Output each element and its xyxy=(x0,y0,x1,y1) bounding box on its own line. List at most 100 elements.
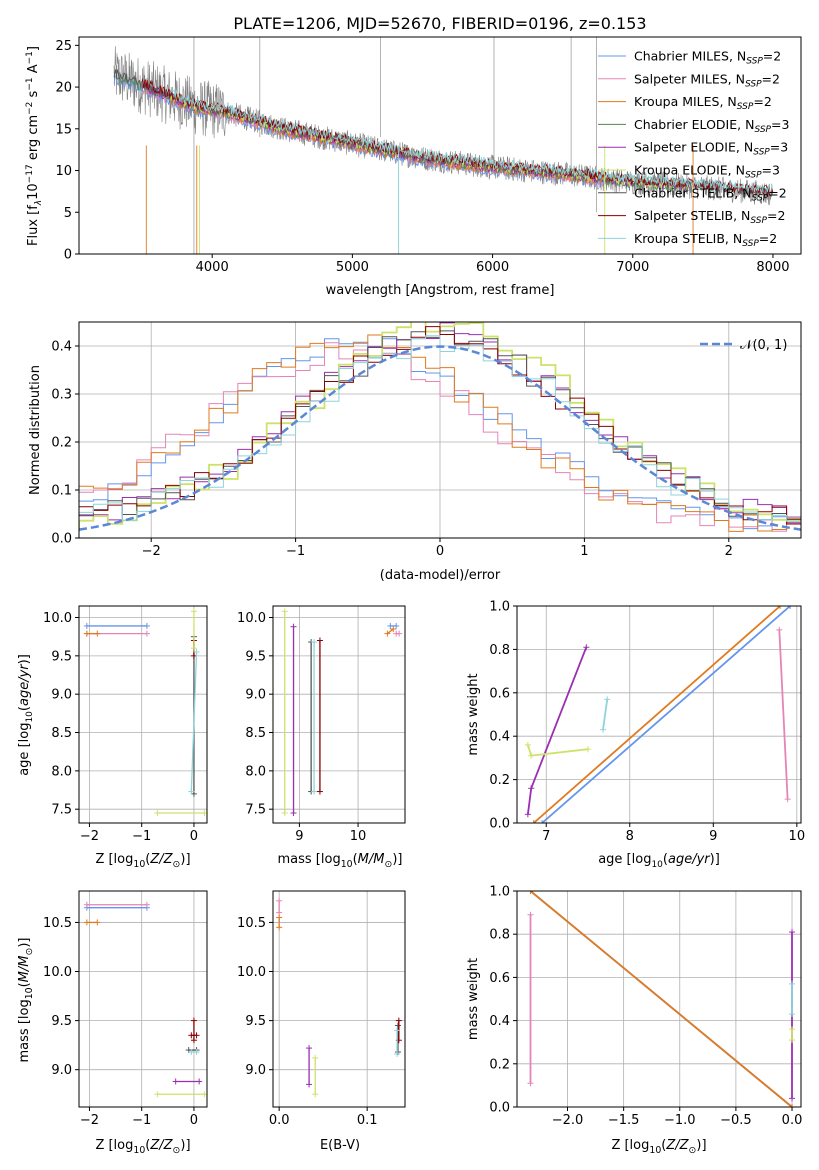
model-spectrum xyxy=(141,78,774,197)
x-tick-label: 7000 xyxy=(616,260,649,275)
y-tick-label: 9.0 xyxy=(51,1063,72,1078)
legend-label: Chabrier MILES, NSSP=2 xyxy=(634,49,781,67)
axes-frame xyxy=(78,321,802,539)
weight-series xyxy=(778,629,789,800)
y-tick-label: 9.0 xyxy=(245,1063,266,1078)
x-tick-label: −2 xyxy=(142,544,161,559)
y-tick-label: 0.4 xyxy=(51,340,72,355)
y-tick-label: 0.0 xyxy=(51,532,72,547)
y-tick-label: 9.5 xyxy=(51,1014,72,1029)
x-tick-label: −0.5 xyxy=(720,1113,752,1128)
y-tick-label: 20 xyxy=(55,81,72,96)
x-tick-label: 9 xyxy=(295,829,303,844)
y-tick-label: 25 xyxy=(55,39,72,54)
x-tick-label: 9 xyxy=(709,829,717,844)
axes-frame xyxy=(78,890,208,1108)
data-points xyxy=(83,608,207,817)
y-tick-label: 9.0 xyxy=(245,688,266,703)
x-tick-label: −1.5 xyxy=(608,1113,640,1128)
y-axis-label: mass weight xyxy=(466,673,481,755)
axes-frame xyxy=(272,890,406,1108)
y-tick-label: 0.6 xyxy=(489,971,510,986)
histogram-series xyxy=(79,335,801,530)
age-vs-metallicity-panel: −2 −1 0 7.5 8.0 8.5 9.0 9.5 10.0 Z [log10(Z/Z⊙)] a… xyxy=(17,605,208,870)
weight-lines xyxy=(524,606,794,823)
y-tick-label: 9.0 xyxy=(51,688,72,703)
age-vs-mass-panel: 9 10 7.5 8.0 8.5 9.0 9.5 10.0 mass [log10(M/M⊙)] xyxy=(237,605,406,870)
x-tick-label: −2 xyxy=(80,1113,99,1128)
y-tick-label: 0.2 xyxy=(51,436,72,451)
model-spectrum xyxy=(169,91,689,190)
y-tick-label: 0.0 xyxy=(489,817,510,832)
y-tick-label: 0.6 xyxy=(489,686,510,701)
x-tick-label: 0 xyxy=(436,544,444,559)
y-tick-label: 7.5 xyxy=(245,803,266,818)
x-tick-label: −1 xyxy=(286,544,305,559)
legend-label: Kroupa STELIB, NSSP=2 xyxy=(634,231,777,249)
spectrum-lines xyxy=(113,37,774,254)
axis-label: mass [log10(M/M⊙)] xyxy=(278,852,403,870)
weight-series xyxy=(529,891,793,1107)
y-axis-label: mass weight xyxy=(466,958,481,1040)
x-tick-label: 8000 xyxy=(756,260,789,275)
axes-frame xyxy=(78,605,208,824)
y-tick-label: 0.1 xyxy=(51,484,72,499)
legend-label: Salpeter ELODIE, NSSP=3 xyxy=(634,140,788,158)
y-tick-label: 8.5 xyxy=(51,726,72,741)
y-tick-label: 0.8 xyxy=(489,643,510,658)
y-tick-label: 10.0 xyxy=(237,965,266,980)
axis-label: mass [log10(M/M⊙)] xyxy=(17,938,35,1063)
y-tick-label: 1.0 xyxy=(489,600,510,615)
weight-series xyxy=(527,744,589,757)
y-axis-label: age [log10(age/yr)] xyxy=(17,654,35,776)
y-tick-label: 0 xyxy=(64,248,72,263)
y-tick-label: 10.0 xyxy=(43,965,72,980)
data-segment xyxy=(190,651,198,792)
weight-series xyxy=(533,606,781,823)
y-tick-label: 0.2 xyxy=(489,773,510,788)
figure-title: PLATE=1206, MJD=52670, FIBERID=0196, z=0… xyxy=(233,14,646,33)
x-tick-label: −2 xyxy=(80,829,99,844)
mass-vs-ebv-panel: 0.0 0.1 9.0 9.5 10.0 10.5 E(B-V) xyxy=(237,890,406,1153)
spectrum-legend: Chabrier MILES, NSSP=2 Salpeter MILES, NS… xyxy=(598,49,789,249)
mass-vs-metallicity-panel: −2 −1 0 9.0 9.5 10.0 10.5 Z [log10(Z/Z⊙)] mass [… xyxy=(17,890,208,1156)
weight-vs-age-panel: 7 8 9 10 0.0 0.2 0.4 0.6 0.8 1.0 mass weight age [l… xyxy=(466,600,805,871)
data-points xyxy=(83,901,207,1098)
legend-label: Chabrier ELODIE, NSSP=3 xyxy=(634,117,789,135)
y-tick-label: 5 xyxy=(64,206,72,221)
y-tick-label: 10 xyxy=(55,164,72,179)
x-tick-label: 10 xyxy=(350,829,367,844)
y-tick-label: 0.4 xyxy=(489,730,510,745)
axes-frame xyxy=(516,890,802,1108)
axis-label: Z [log10(Z/Z⊙)] xyxy=(95,1138,190,1156)
y-tick-label: 10.5 xyxy=(237,916,266,931)
y-axis-label: Flux [fλ10−17 erg cm−2 s−1 A−1] xyxy=(25,46,44,246)
gaussian-curve xyxy=(79,345,801,531)
x-tick-label: 10 xyxy=(789,829,806,844)
model-spectrum xyxy=(169,89,773,195)
data-points xyxy=(281,608,403,817)
axis-label: Z [log10(Z/Z⊙)] xyxy=(95,852,190,870)
data-segment xyxy=(386,628,394,635)
weight-series xyxy=(541,606,791,823)
y-tick-label: 10.5 xyxy=(43,916,72,931)
y-tick-label: 9.5 xyxy=(245,649,266,664)
axes-frame xyxy=(78,36,802,255)
x-axis-label: (data-model)/error xyxy=(380,568,501,583)
y-tick-label: 8.0 xyxy=(245,764,266,779)
legend-label: Salpeter STELIB, NSSP=2 xyxy=(634,208,785,226)
y-tick-label: 15 xyxy=(55,122,72,137)
y-tick-label: 1.0 xyxy=(489,885,510,900)
legend-label: Kroupa MILES, NSSP=2 xyxy=(634,94,772,112)
x-tick-label: 0.0 xyxy=(269,1113,290,1128)
x-tick-label: −1 xyxy=(132,1113,151,1128)
y-tick-label: 10.0 xyxy=(43,611,72,626)
y-axis-label: Normed distribution xyxy=(28,365,43,495)
legend-label: Chabrier STELIB, NSSP=2 xyxy=(634,185,787,203)
weight-series xyxy=(527,646,588,815)
axes-frame xyxy=(272,605,406,824)
y-tick-label: 9.5 xyxy=(51,649,72,664)
y-tick-label: 10.0 xyxy=(237,611,266,626)
y-tick-label: 8.5 xyxy=(245,726,266,741)
